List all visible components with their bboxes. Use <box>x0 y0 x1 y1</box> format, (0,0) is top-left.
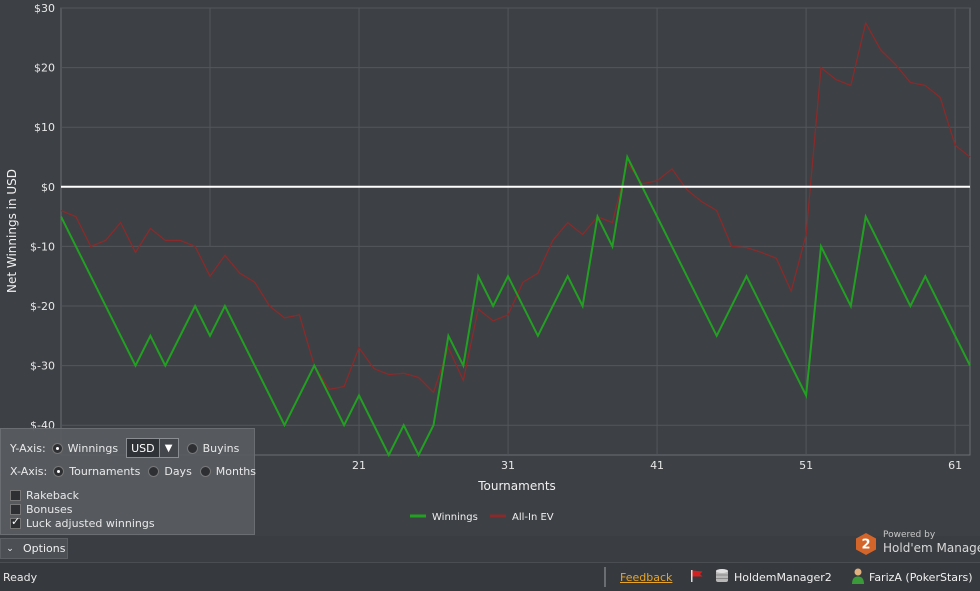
rakeback-row: Rakeback <box>10 486 79 504</box>
flag-icon[interactable] <box>690 569 704 583</box>
currency-value: USD <box>131 441 155 455</box>
hem-logo-icon: 2 <box>856 533 876 555</box>
x-axis-row: X-Axis: Tournaments Days Months <box>10 462 264 480</box>
radio-buyins[interactable] <box>186 442 198 454</box>
database-name[interactable]: HoldemManager2 <box>734 571 832 584</box>
radio-tournaments-label[interactable]: Tournaments <box>69 464 141 478</box>
x-tick-label: 51 <box>799 459 813 472</box>
bonuses-checkbox[interactable] <box>10 503 21 515</box>
x-axis-title: Tournaments <box>477 479 556 493</box>
rakeback-label[interactable]: Rakeback <box>26 488 80 502</box>
feedback-link[interactable]: Feedback <box>620 571 673 584</box>
luck-checkbox[interactable] <box>10 515 21 529</box>
y-tick-label: $-10 <box>30 240 55 253</box>
bonuses-label[interactable]: Bonuses <box>26 502 73 516</box>
radio-days-label[interactable]: Days <box>164 464 192 478</box>
y-tick-label: $-30 <box>30 360 55 373</box>
y-tick-label: $20 <box>34 62 55 75</box>
hem-logo-text: 2 <box>861 538 870 553</box>
radio-months-label[interactable]: Months <box>215 464 257 478</box>
radio-winnings-label[interactable]: Winnings <box>67 441 119 455</box>
currency-select[interactable]: USD ▼ <box>126 438 179 458</box>
chevron-down-icon: ⌄ <box>6 543 14 554</box>
database-icon[interactable] <box>715 568 729 584</box>
radio-days[interactable] <box>148 465 160 477</box>
legend-label: Winnings <box>432 512 478 523</box>
y-axis-title: Net Winnings in USD <box>5 169 19 293</box>
y-axis-row: Y-Axis: Winnings USD ▼ Buyins <box>10 438 247 458</box>
luck-row: Luck adjusted winnings <box>10 514 155 532</box>
status-separator <box>604 567 606 587</box>
brand-logo-area: 2 Powered by Hold'em Manager <box>855 530 980 558</box>
x-tick-label: 61 <box>948 459 962 472</box>
radio-winnings[interactable] <box>51 442 63 454</box>
x-tick-label: 41 <box>650 459 664 472</box>
options-bar: ⌄ Options <box>0 536 980 560</box>
options-toggle-label: Options <box>23 542 66 555</box>
x-axis-label: X-Axis: <box>10 464 48 478</box>
radio-tournaments[interactable] <box>53 465 65 477</box>
brand-name: Hold'em Manager <box>883 541 980 555</box>
player-name[interactable]: FarizA (PokerStars) <box>869 571 973 584</box>
chevron-down-icon[interactable]: ▼ <box>158 439 178 457</box>
options-toggle-button[interactable]: ⌄ Options <box>0 538 68 559</box>
series-line-all-in-ev <box>60 21 971 394</box>
rakeback-checkbox[interactable] <box>10 489 21 501</box>
status-bar: Ready Feedback HoldemManager2 FarizA (Po… <box>0 562 980 591</box>
y-tick-label: $-20 <box>30 300 55 313</box>
x-tick-label: 31 <box>501 459 515 472</box>
y-tick-label: $0 <box>41 181 55 194</box>
plot-area <box>60 7 971 456</box>
series-line-winnings <box>60 153 971 458</box>
y-tick-label: $10 <box>34 121 55 134</box>
x-tick-label: 21 <box>352 459 366 472</box>
player-avatar-icon[interactable] <box>850 567 866 585</box>
y-axis-label: Y-Axis: <box>10 441 46 455</box>
radio-buyins-label[interactable]: Buyins <box>202 441 240 455</box>
luck-label[interactable]: Luck adjusted winnings <box>26 516 155 530</box>
legend-label: All-In EV <box>512 512 554 523</box>
y-tick-label: $30 <box>34 2 55 15</box>
powered-by-text: Powered by <box>883 530 936 540</box>
options-panel: Y-Axis: Winnings USD ▼ Buyins X-Axis: To… <box>0 428 256 535</box>
radio-months[interactable] <box>199 465 211 477</box>
status-text: Ready <box>3 571 38 584</box>
